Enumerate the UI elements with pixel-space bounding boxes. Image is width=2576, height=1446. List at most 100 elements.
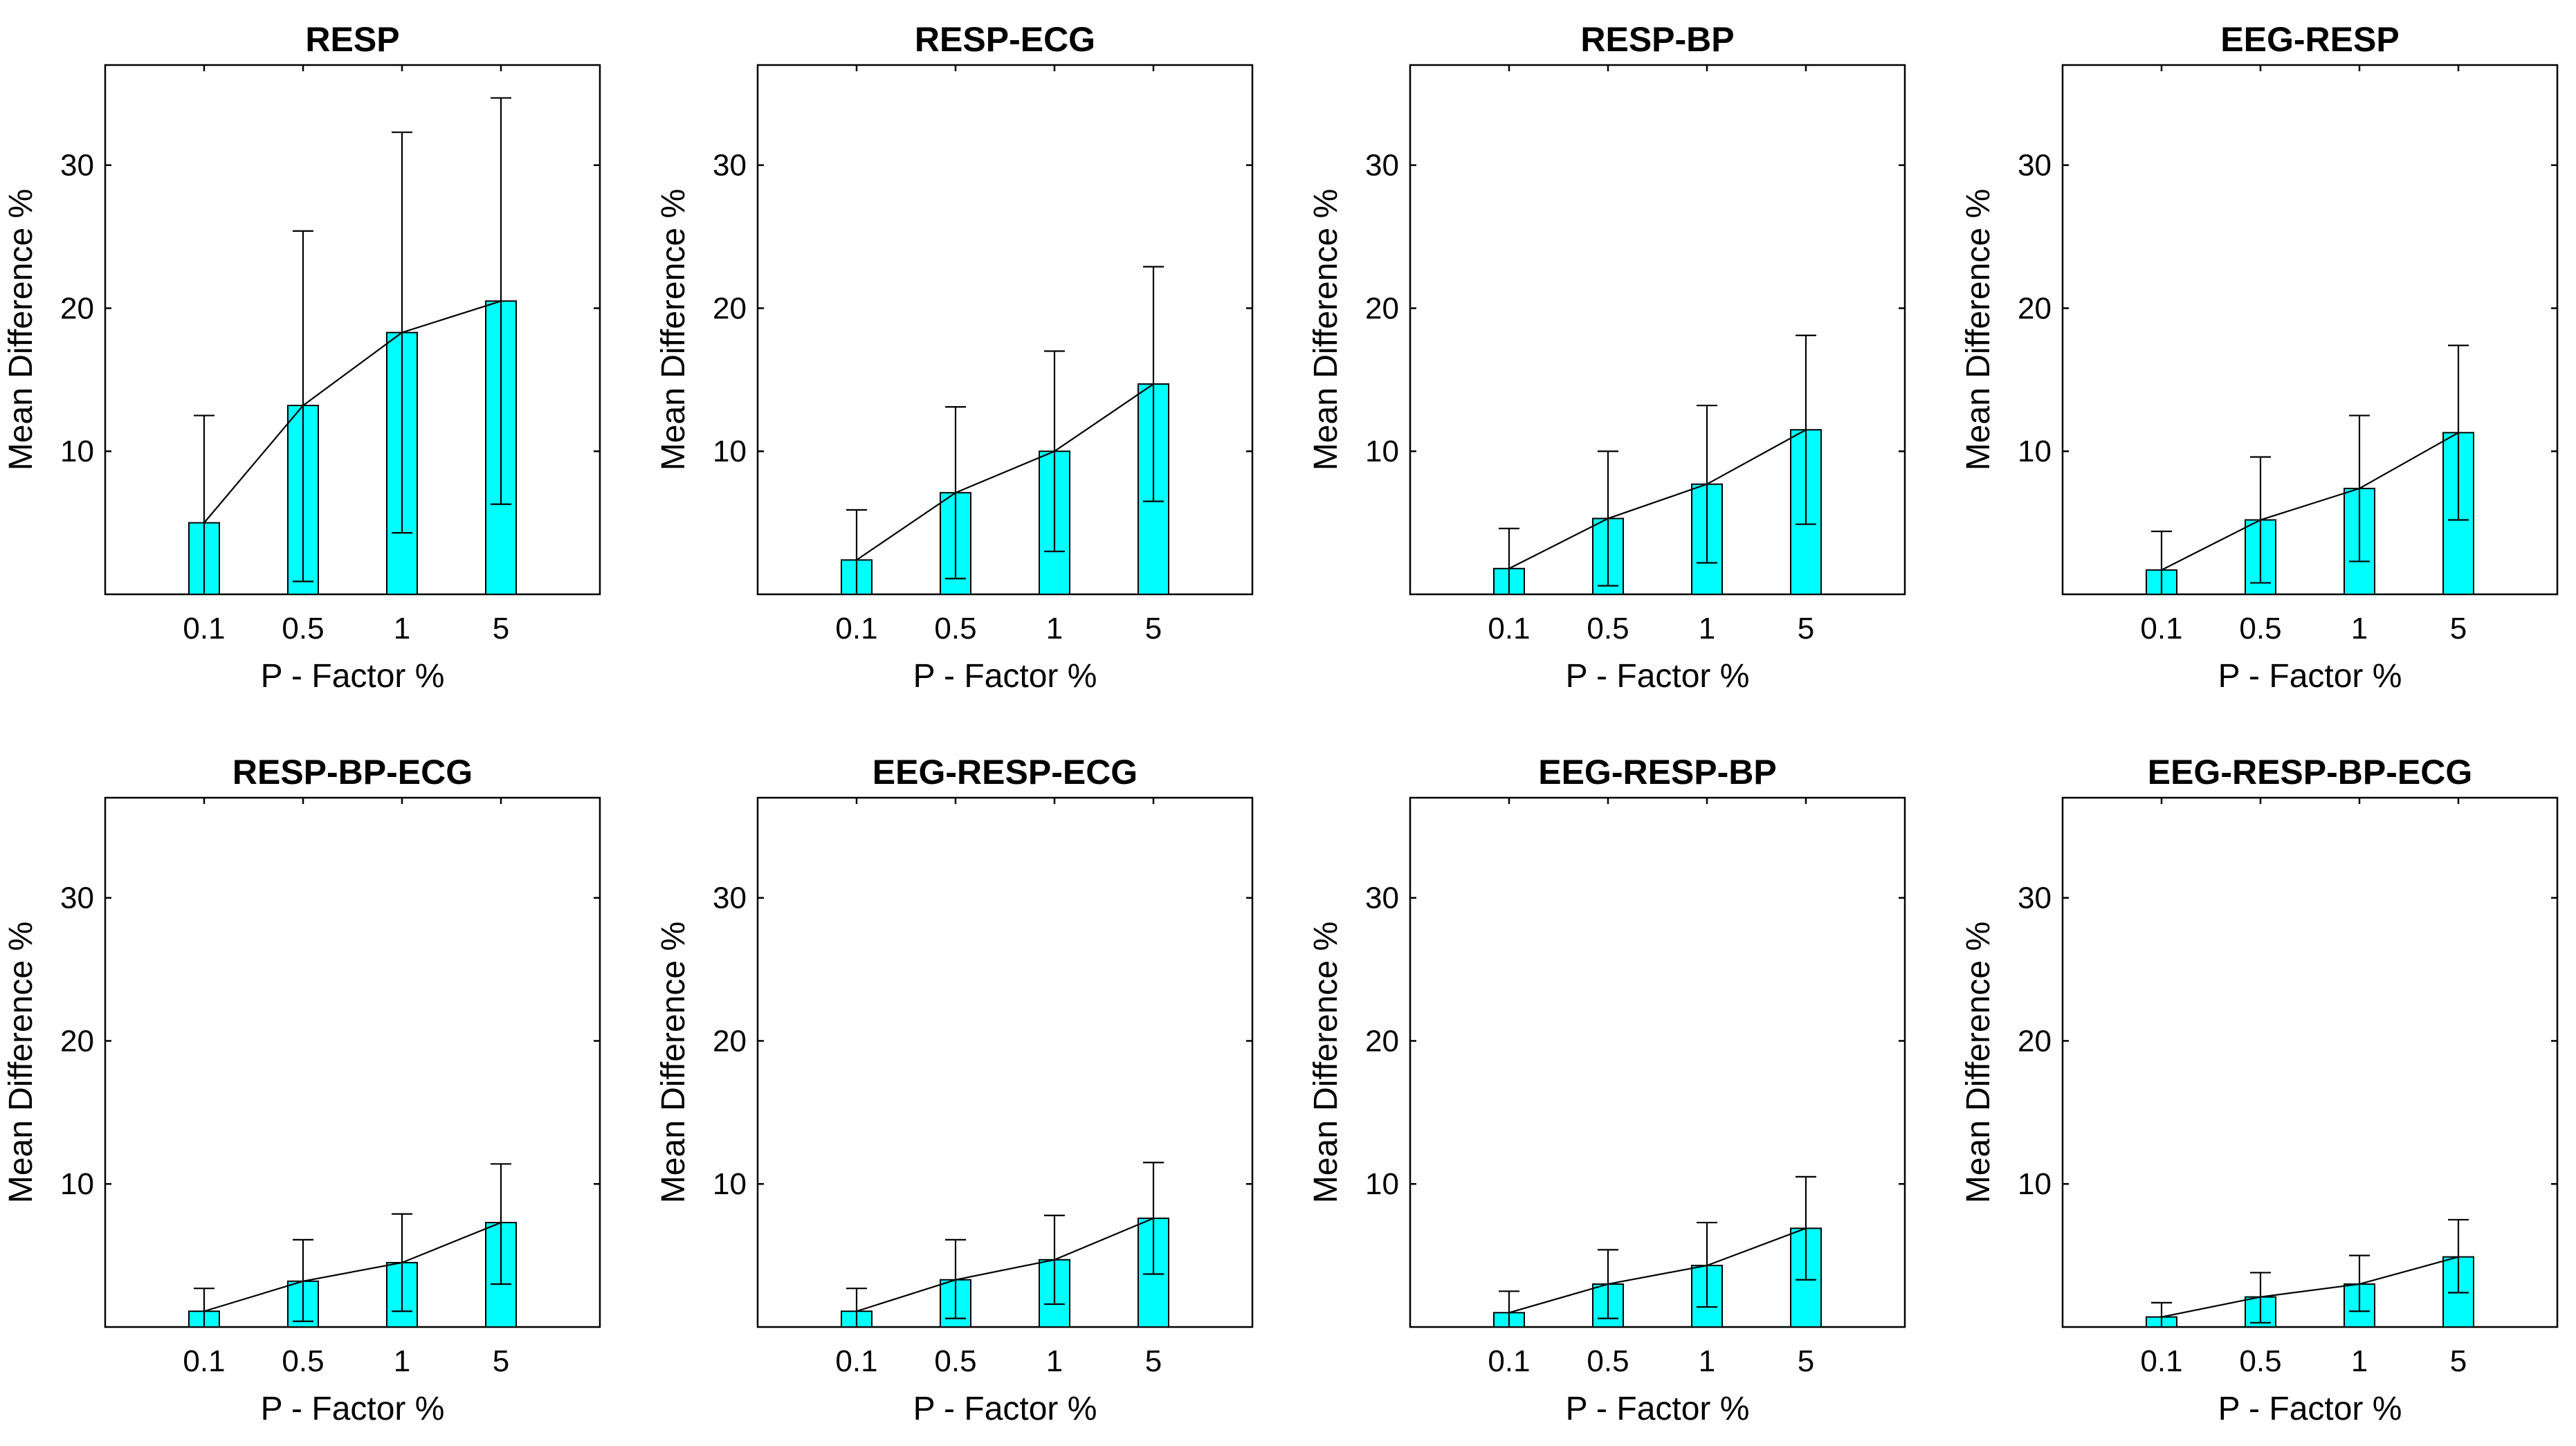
chart-1-ytick-label-2: 20	[60, 291, 94, 325]
chart-7-title: EEG-RESP-BP	[1538, 753, 1777, 791]
chart-1-xlabel: P - Factor %	[261, 658, 445, 695]
chart-8-xtick-label-2: 0.5	[2239, 1344, 2281, 1378]
chart-7-ytick-label-3: 30	[1365, 881, 1399, 915]
chart-6-ytick-label-2: 20	[713, 1024, 747, 1058]
chart-2-trend-line	[856, 383, 1154, 561]
chart-5-errorbar-1	[194, 1288, 214, 1327]
chart-8-xlabel: P - Factor %	[2218, 1391, 2402, 1427]
chart-5-panel: 10 20 30 0.1 0.5 1 5 RESP-BP-ECG P - Factor % Mea…	[3, 753, 601, 1427]
chart-5-errorbar-4	[491, 1163, 511, 1285]
chart-5-xtick-label-4: 5	[493, 1344, 509, 1378]
chart-3-panel: 10 20 30 0.1 0.5 1 5 RESP-BP P - Factor % Mean Di…	[1308, 20, 1906, 695]
chart-4-ytick-label-3: 30	[2018, 149, 2052, 183]
chart-4-xtick-label-3: 1	[2351, 612, 2368, 646]
chart-2-ylabel: Mean Difference %	[655, 189, 692, 470]
chart-2-ytick-label-1: 10	[713, 434, 747, 468]
chart-6-xlabel: P - Factor %	[913, 1391, 1097, 1427]
chart-8-ytick-label-2: 20	[2018, 1024, 2052, 1058]
chart-8-errorbar-1	[2151, 1301, 2172, 1327]
chart-7-trend-line	[1508, 1227, 1807, 1314]
chart-5-xlabel: P - Factor %	[261, 1391, 445, 1427]
chart-5-ytick-label-2: 20	[60, 1024, 94, 1058]
chart-4-ytick-label-2: 20	[2018, 291, 2052, 325]
chart-7-ytick-label-1: 10	[1365, 1167, 1399, 1201]
chart-8-panel: 10 20 30 0.1 0.5 1 5 EEG-RESP-BP-ECG P - Factor …	[1960, 753, 2559, 1427]
chart-4-axes-box	[2061, 64, 2559, 596]
chart-5-axes-box	[104, 796, 601, 1328]
chart-1-xtick-label-1: 0.1	[183, 612, 225, 646]
chart-1-xtick-label-2: 0.5	[282, 612, 324, 646]
chart-5-ytick-label-3: 30	[60, 881, 94, 915]
chart-4-panel: 10 20 30 0.1 0.5 1 5 EEG-RESP P - Factor % Mean D…	[1960, 20, 2559, 695]
chart-7-errorbar-1	[1499, 1290, 1519, 1327]
chart-8-axes-box	[2061, 796, 2559, 1328]
chart-6-ylabel: Mean Difference %	[655, 922, 692, 1203]
chart-4-xtick-label-4: 5	[2450, 612, 2467, 646]
chart-4-xtick-label-2: 0.5	[2239, 612, 2281, 646]
chart-2-xlabel: P - Factor %	[913, 658, 1097, 695]
chart-1-ylabel: Mean Difference %	[3, 189, 39, 470]
chart-2-axes-box	[756, 64, 1254, 596]
chart-7-xtick-label-2: 0.5	[1587, 1344, 1629, 1378]
chart-6-title: EEG-RESP-ECG	[873, 753, 1138, 791]
chart-2-xtick-label-4: 5	[1145, 612, 1162, 646]
chart-1-title: RESP	[305, 20, 399, 59]
chart-2-errorbar-1	[846, 509, 867, 594]
chart-1-ytick-label-1: 10	[60, 434, 94, 468]
chart-7-xtick-label-3: 1	[1699, 1344, 1715, 1378]
chart-3-axes-box	[1409, 64, 1906, 596]
chart-8-ytick-label-3: 30	[2018, 881, 2052, 915]
chart-2-xtick-label-3: 1	[1046, 612, 1063, 646]
chart-8-xtick-label-3: 1	[2351, 1344, 2368, 1378]
chart-3-title: RESP-BP	[1580, 20, 1734, 59]
chart-5-xtick-label-2: 0.5	[282, 1344, 324, 1378]
chart-5-ylabel: Mean Difference %	[3, 922, 39, 1203]
chart-3-trend-line	[1508, 429, 1807, 569]
chart-4-errorbar-1	[2151, 530, 2172, 594]
chart-8-xtick-label-1: 0.1	[2140, 1344, 2182, 1378]
chart-5-xtick-label-1: 0.1	[183, 1344, 225, 1378]
chart-2-xtick-label-2: 0.5	[934, 612, 976, 646]
chart-7-ytick-label-2: 20	[1365, 1024, 1399, 1058]
chart-1-ytick-label-3: 30	[60, 149, 94, 183]
chart-1-errorbar-1	[194, 414, 214, 594]
chart-8-ytick-label-1: 10	[2018, 1167, 2052, 1201]
chart-4-trend-line	[2161, 432, 2459, 571]
chart-6-ytick-label-3: 30	[713, 881, 747, 915]
chart-5-trend-line	[203, 1222, 502, 1312]
chart-3-ytick-label-2: 20	[1365, 291, 1399, 325]
chart-7-xlabel: P - Factor %	[1566, 1391, 1750, 1427]
chart-1-trend-line	[203, 300, 502, 524]
chart-1-xtick-label-3: 1	[394, 612, 410, 646]
chart-8-xtick-label-4: 5	[2450, 1344, 2467, 1378]
chart-8-trend-line	[2161, 1256, 2459, 1318]
chart-6-trend-line	[856, 1217, 1154, 1312]
chart-3-xtick-label-2: 0.5	[1587, 612, 1629, 646]
chart-3-xtick-label-1: 0.1	[1488, 612, 1530, 646]
chart-6-xtick-label-2: 0.5	[934, 1344, 976, 1378]
chart-6-xtick-label-1: 0.1	[835, 1344, 877, 1378]
chart-6-ytick-label-1: 10	[713, 1167, 747, 1201]
chart-6-errorbar-1	[846, 1288, 867, 1327]
chart-3-errorbar-1	[1499, 527, 1519, 594]
chart-5-ytick-label-1: 10	[60, 1167, 94, 1201]
chart-2-title: RESP-ECG	[915, 20, 1095, 59]
chart-4-ylabel: Mean Difference %	[1960, 189, 1997, 470]
chart-2-ytick-label-2: 20	[713, 291, 747, 325]
chart-6-xtick-label-4: 5	[1145, 1344, 1162, 1378]
chart-4-title: EEG-RESP	[2220, 20, 2399, 59]
chart-7-xtick-label-4: 5	[1798, 1344, 1814, 1378]
chart-7-panel: 10 20 30 0.1 0.5 1 5 EEG-RESP-BP P - Factor % Mea…	[1308, 753, 1906, 1427]
chart-2-xtick-label-1: 0.1	[835, 612, 877, 646]
chart-2-ytick-label-3: 30	[713, 149, 747, 183]
chart-4-xlabel: P - Factor %	[2218, 658, 2402, 695]
chart-6-xtick-label-3: 1	[1046, 1344, 1063, 1378]
chart-2-panel: 10 20 30 0.1 0.5 1 5 RESP-ECG P - Factor % Mean D…	[655, 20, 1254, 695]
chart-1-panel: 10 20 30 0.1 0.5 1 5 RESP P - Factor % Mean Diffe…	[3, 20, 601, 695]
chart-8-errorbar-4	[2448, 1218, 2469, 1294]
chart-3-ytick-label-3: 30	[1365, 149, 1399, 183]
chart-7-axes-box	[1409, 796, 1906, 1328]
chart-8-title: EEG-RESP-BP-ECG	[2148, 753, 2473, 791]
chart-3-ylabel: Mean Difference %	[1308, 189, 1344, 470]
